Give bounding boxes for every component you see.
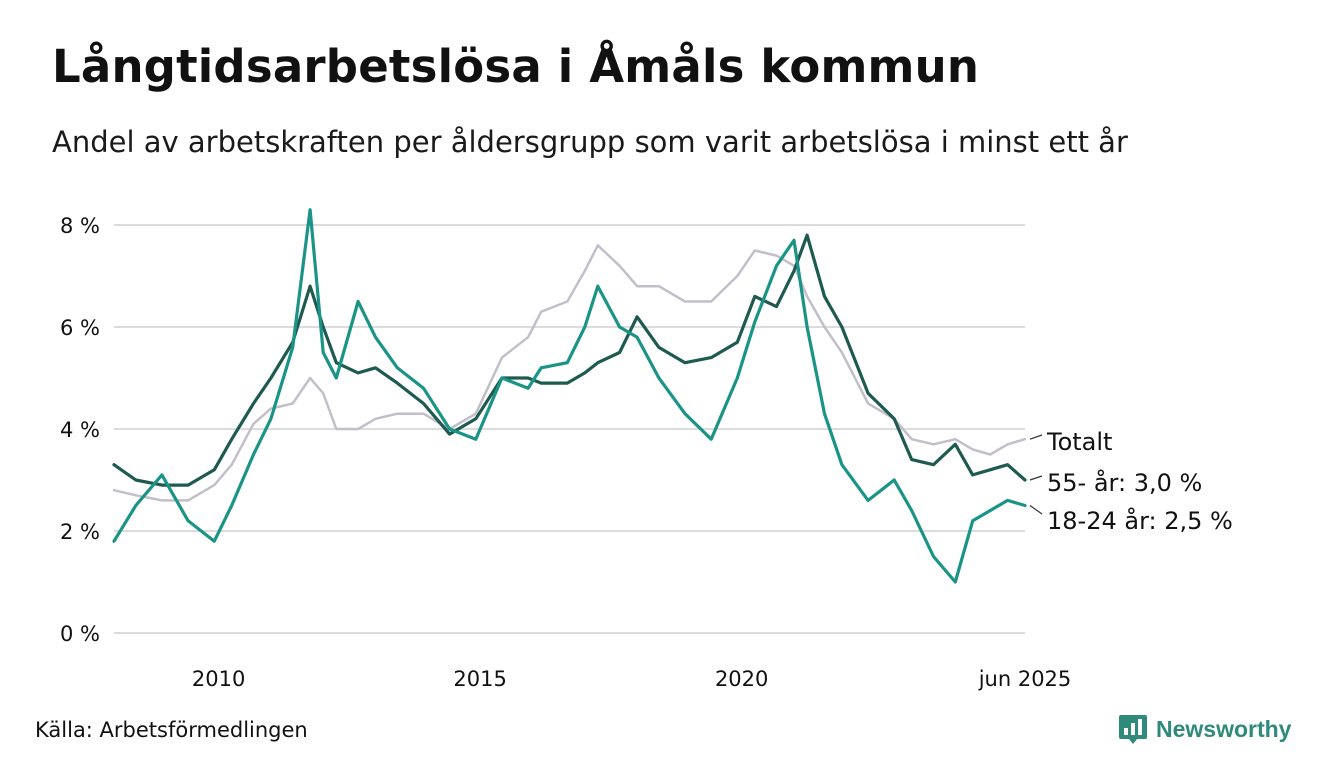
y-tick-label: 4 %	[60, 418, 100, 442]
gridlines	[114, 224, 1025, 634]
source-note: Källa: Arbetsförmedlingen	[35, 718, 308, 742]
y-axis: 0 % 2 % 4 % 6 % 8 %	[60, 214, 100, 646]
series-line	[112, 244, 1027, 502]
series-end-label: 55- år: 3,0 %	[1047, 468, 1202, 497]
y-tick-label: 8 %	[60, 214, 100, 238]
series-lines	[112, 208, 1027, 584]
label-leader-line	[1029, 434, 1043, 440]
y-tick-label: 0 %	[60, 622, 100, 646]
brand-logo: Newsworthy	[1118, 713, 1291, 745]
x-axis: 2010 2015 2020 jun 2025	[192, 667, 1071, 691]
x-tick-label: jun 2025	[978, 667, 1072, 691]
label-leader-line	[1029, 475, 1043, 481]
series-line	[112, 233, 1027, 487]
series-end-label: Totalt	[1046, 428, 1112, 456]
series-end-labels: Totalt 55- år: 3,0 % 18-24 år: 2,5 %	[1029, 428, 1233, 535]
brand-name: Newsworthy	[1156, 715, 1292, 742]
series-end-label: 18-24 år: 2,5 %	[1047, 506, 1233, 535]
y-tick-label: 6 %	[60, 316, 100, 340]
y-tick-label: 2 %	[60, 520, 100, 544]
series-line	[112, 208, 1027, 584]
x-tick-label: 2015	[453, 667, 506, 691]
x-tick-label: 2020	[715, 667, 768, 691]
newsworthy-logo-icon	[1119, 715, 1147, 744]
label-leader-line	[1029, 505, 1043, 515]
page-subtitle: Andel av arbetskraften per åldersgrupp s…	[52, 125, 1128, 159]
x-tick-label: 2010	[192, 667, 245, 691]
page-title: Långtidsarbetslösa i Åmåls kommun	[52, 40, 980, 93]
